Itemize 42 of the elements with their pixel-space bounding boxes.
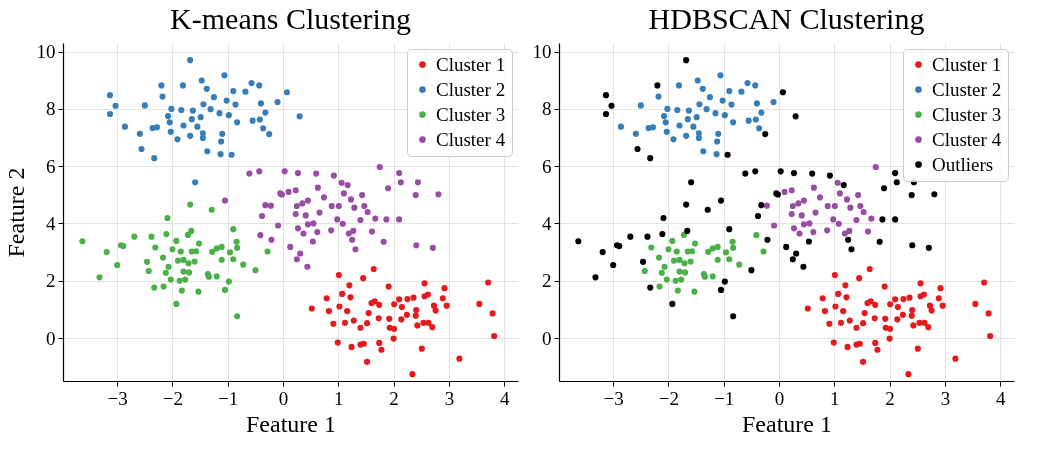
y-tick-label: 2 — [46, 270, 56, 292]
y-tick-label: 10 — [532, 41, 552, 63]
x-tick-label: 4 — [499, 387, 510, 409]
x-tick-label: −1 — [218, 387, 239, 409]
y-tick-label: 10 — [36, 41, 56, 63]
x-tick-label: 0 — [774, 387, 785, 409]
x-tick-label: 2 — [389, 387, 399, 409]
legend-label: Cluster 4 — [932, 128, 1002, 150]
x-tick-label: −1 — [714, 387, 735, 409]
y-tick-label: 2 — [542, 270, 552, 292]
legend-label: Cluster 4 — [436, 128, 506, 150]
x-tick-label: −2 — [658, 387, 680, 409]
legend-label: Cluster 2 — [932, 78, 1002, 100]
y-axis-title: Feature 2 — [2, 167, 29, 258]
x-axis-title: Feature 1 — [246, 410, 336, 437]
x-tick-label: 0 — [278, 387, 289, 409]
x-tick-label: 4 — [995, 387, 1006, 409]
x-tick-label: 3 — [444, 387, 455, 409]
x-axis-title: Feature 1 — [742, 410, 832, 437]
x-tick-label: 2 — [885, 387, 895, 409]
chart-title: HDBSCAN Clustering — [648, 1, 925, 35]
y-tick-label: 4 — [46, 212, 56, 234]
x-tick-label: 1 — [830, 387, 840, 409]
chart-title: K-means Clustering — [170, 1, 411, 35]
legend-label: Cluster 1 — [436, 53, 506, 75]
y-tick-label: 4 — [542, 212, 552, 234]
y-tick-label: 8 — [46, 98, 56, 120]
x-tick-label: −3 — [603, 387, 624, 409]
legend-label: Cluster 3 — [932, 103, 1002, 125]
x-tick-label: −3 — [107, 387, 128, 409]
y-tick-label: 6 — [542, 155, 552, 177]
y-tick-label: 6 — [46, 155, 56, 177]
x-tick-label: −2 — [162, 387, 184, 409]
legend-label: Cluster 2 — [436, 78, 506, 100]
y-tick-label: 8 — [542, 98, 552, 120]
legend-label: Cluster 3 — [436, 103, 506, 125]
y-tick-label: 0 — [542, 327, 552, 349]
x-tick-label: 3 — [940, 387, 951, 409]
y-tick-label: 0 — [46, 327, 56, 349]
x-tick-label: 1 — [334, 387, 344, 409]
legend-label: Outliers — [932, 153, 994, 175]
legend-label: Cluster 1 — [932, 53, 1002, 75]
